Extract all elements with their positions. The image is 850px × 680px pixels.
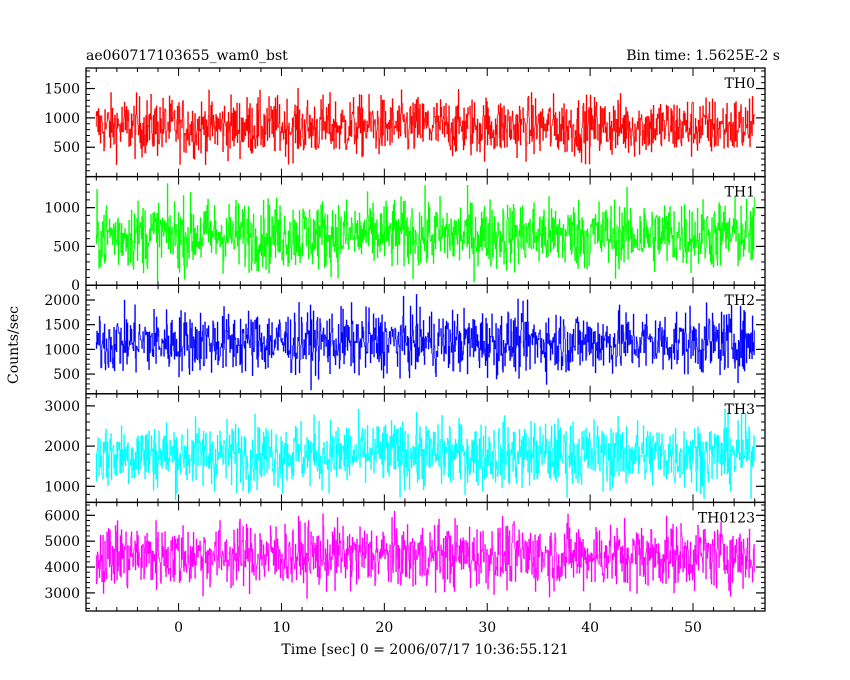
panel-label-th2: TH2 — [725, 293, 755, 309]
x-tick-label: 50 — [684, 620, 702, 636]
x-tick-label: 20 — [375, 620, 393, 636]
y-tick-label: 1500 — [44, 318, 80, 334]
y-tick-label: 3000 — [44, 586, 80, 602]
series-th3 — [95, 408, 755, 500]
x-tick-label: 40 — [581, 620, 599, 636]
y-tick-label: 1000 — [44, 479, 80, 495]
y-tick-label: 1000 — [44, 201, 80, 217]
series-th0 — [95, 88, 755, 165]
y-axis-label: Counts/sec — [6, 306, 22, 384]
panel-th2: 500 1000 1500 2000 TH2 — [44, 284, 766, 395]
panel-label-th1: TH1 — [725, 185, 755, 201]
panel-th0123: 3000 4000 5000 6000 TH0123 — [44, 501, 766, 612]
x-tick-label: 10 — [273, 620, 291, 636]
y-tick-label: 2000 — [44, 293, 80, 309]
y-tick-label: 3000 — [44, 399, 80, 415]
y-tick-label: 500 — [53, 140, 80, 156]
panel-th0: 500 1000 1500 TH0 — [44, 67, 766, 178]
y-tick-label: 500 — [53, 239, 80, 255]
panel-label-th0123: TH0123 — [698, 510, 755, 526]
y-tick-label: 6000 — [44, 508, 80, 524]
y-tick-label: 1000 — [44, 342, 80, 358]
y-tick-label: 1500 — [44, 82, 80, 98]
panel-label-th3: TH3 — [725, 402, 755, 418]
x-axis: 0 10 20 30 40 50 — [174, 620, 702, 636]
panel-th1: 0 500 1000 TH1 — [44, 175, 766, 294]
y-tick-label: 500 — [53, 367, 80, 383]
panels: 500 1000 1500 TH0 0 500 1000 TH1 500 1000 1500 2000… — [44, 67, 766, 612]
x-tick-label: 30 — [478, 620, 496, 636]
series-th1 — [95, 183, 755, 283]
panel-th3: 1000 2000 3000 TH3 — [44, 393, 766, 504]
y-tick-label: 5000 — [44, 534, 80, 550]
y-tick-label: 1000 — [44, 111, 80, 127]
bin-time-label: Bin time: 1.5625E-2 s — [626, 48, 780, 64]
y-tick-label: 2000 — [44, 439, 80, 455]
chart-title: ae060717103655_wam0_bst — [86, 48, 288, 64]
panel-label-th0: TH0 — [725, 76, 755, 92]
y-tick-label: 0 — [71, 278, 80, 294]
x-tick-label: 0 — [174, 620, 183, 636]
x-axis-label: Time [sec] 0 = 2006/07/17 10:36:55.121 — [281, 642, 568, 658]
y-tick-label: 4000 — [44, 560, 80, 576]
series-th2 — [95, 294, 755, 391]
series-th0123 — [95, 510, 755, 599]
